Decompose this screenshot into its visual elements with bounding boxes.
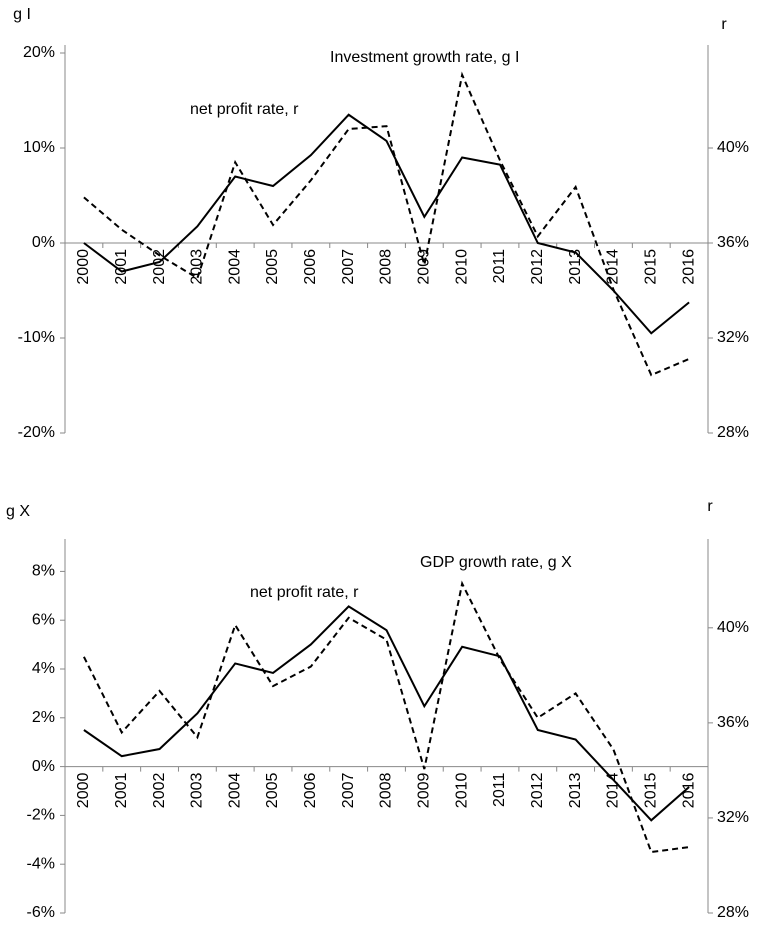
y2-tick-label: 40%: [717, 139, 749, 156]
y2-tick-label: 32%: [717, 809, 749, 826]
x-tick-label: 2011: [491, 249, 508, 284]
series-line: [83, 71, 690, 377]
x-tick-label: 2014: [605, 772, 622, 808]
y-tick-label: 8%: [32, 563, 55, 580]
y-tick-label: -2%: [27, 807, 55, 824]
y-tick-label: 20%: [23, 44, 55, 61]
x-tick-label: 2007: [340, 772, 357, 808]
x-tick-label: 2014: [605, 249, 622, 285]
y2-axis-title: r: [707, 498, 713, 515]
y-tick-label: 0%: [32, 758, 55, 775]
series-line: [83, 580, 690, 854]
x-tick-label: 2016: [680, 772, 697, 808]
x-tick-label: 2016: [680, 249, 697, 285]
y2-axis-title: r: [721, 16, 727, 33]
series-label: Investment growth rate, g I: [330, 49, 519, 66]
y-tick-label: 6%: [32, 611, 55, 628]
x-tick-label: 2010: [453, 249, 470, 285]
x-tick-label: 2015: [642, 249, 659, 285]
x-tick-label: 2009: [416, 772, 433, 808]
x-tick-label: 2002: [151, 772, 168, 808]
y-tick-label: -10%: [18, 329, 55, 346]
y-tick-label: 4%: [32, 660, 55, 677]
y-tick-label: -4%: [27, 855, 55, 872]
x-tick-label: 2008: [378, 249, 395, 285]
y-axis-title: g I: [13, 6, 31, 23]
y-tick-label: 0%: [32, 234, 55, 251]
y-tick-label: 2%: [32, 709, 55, 726]
x-tick-label: 2003: [189, 249, 206, 285]
x-tick-label: 2004: [226, 249, 243, 285]
x-tick-label: 2007: [340, 249, 357, 285]
x-tick-label: 2001: [113, 772, 130, 808]
y2-tick-label: 28%: [717, 904, 749, 921]
y-tick-label: -6%: [27, 904, 55, 921]
x-tick-label: 2006: [302, 772, 319, 808]
y2-tick-label: 32%: [717, 329, 749, 346]
y-tick-label: 10%: [23, 139, 55, 156]
x-tick-label: 2000: [75, 772, 92, 808]
series-line: [83, 113, 690, 335]
x-tick-label: 2010: [453, 772, 470, 808]
x-tick-label: 2000: [75, 249, 92, 285]
series-label: net profit rate, r: [190, 101, 299, 118]
x-tick-label: 2008: [378, 772, 395, 808]
y2-tick-label: 36%: [717, 234, 749, 251]
series-line: [83, 605, 690, 822]
x-tick-label: 2012: [529, 249, 546, 285]
x-tick-label: 2009: [416, 249, 433, 285]
y-axis-title: g X: [6, 503, 30, 520]
y2-tick-label: 36%: [717, 714, 749, 731]
x-tick-label: 2004: [226, 772, 243, 808]
x-tick-label: 2003: [189, 772, 206, 808]
x-tick-label: 2015: [642, 772, 659, 808]
x-tick-label: 2005: [264, 772, 281, 808]
x-tick-label: 2012: [529, 772, 546, 808]
x-tick-label: 2006: [302, 249, 319, 285]
y2-tick-label: 28%: [717, 424, 749, 441]
y2-tick-label: 40%: [717, 619, 749, 636]
x-tick-label: 2013: [567, 772, 584, 808]
x-tick-label: 2011: [491, 772, 508, 807]
x-tick-label: 2013: [567, 249, 584, 285]
y-tick-label: -20%: [18, 424, 55, 441]
x-tick-label: 2001: [113, 249, 130, 285]
x-tick-label: 2005: [264, 249, 281, 285]
series-label: GDP growth rate, g X: [420, 554, 572, 571]
series-label: net profit rate, r: [250, 584, 359, 601]
